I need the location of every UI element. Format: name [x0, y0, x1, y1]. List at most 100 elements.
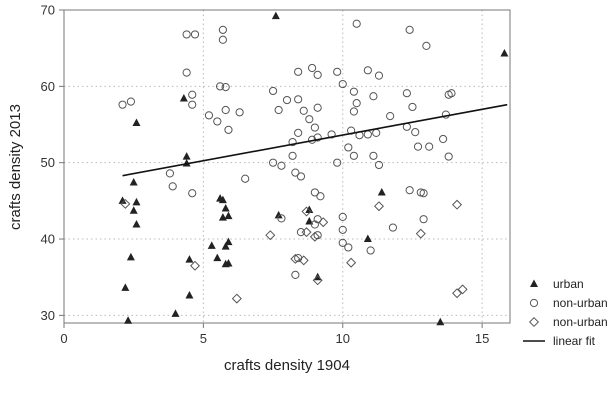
circle-point: [241, 174, 250, 183]
circle-point: [313, 133, 322, 142]
circle-point: [444, 90, 453, 99]
diamond-point: [452, 199, 463, 210]
series-diamond: [120, 198, 468, 304]
circle-point: [422, 41, 431, 50]
legend-item: urban: [530, 277, 584, 291]
circle-point: [419, 189, 428, 198]
diamond-point: [301, 227, 312, 238]
circle-point: [363, 130, 372, 139]
linear-fit-line: [122, 103, 508, 177]
triangle-point: [129, 206, 138, 214]
legend: urban non-urban non-urban linear fit: [523, 277, 608, 348]
triangle-point: [129, 178, 138, 186]
y-tick-label: 60: [41, 79, 55, 94]
x-tick-label: 5: [200, 331, 207, 346]
triangle-point: [218, 195, 227, 204]
triangle-point: [132, 118, 141, 126]
circle-point: [274, 105, 283, 115]
y-axis-title: crafts density 2013: [7, 104, 24, 230]
triangle-point: [271, 11, 280, 20]
circle-point: [188, 189, 197, 198]
circle-point: [333, 67, 342, 76]
y-tick-label: 40: [41, 232, 55, 247]
triangle-point: [377, 187, 386, 196]
circle-point: [310, 123, 319, 132]
circle-point: [204, 111, 214, 120]
triangle-point: [436, 317, 445, 326]
diamond-point: [452, 288, 463, 299]
legend-triangle-swatch: [530, 279, 538, 287]
circle-point: [221, 83, 230, 92]
circle-point: [349, 107, 358, 116]
circle-point: [126, 97, 135, 106]
circle-point: [352, 99, 361, 108]
circle-point: [411, 128, 420, 137]
legend-item: linear fit: [523, 334, 596, 348]
circle-point: [277, 214, 286, 223]
legend-label: non-urban: [553, 296, 608, 310]
circle-point: [374, 160, 384, 170]
circle-point: [369, 92, 378, 101]
plot-frame: [63, 9, 511, 324]
circle-point: [182, 68, 191, 77]
circle-point: [344, 143, 353, 152]
diamond-point: [415, 228, 426, 239]
circle-point: [288, 151, 297, 160]
legend-diamond-swatch: [528, 316, 540, 328]
diamond-point: [309, 231, 320, 242]
x-tick-label: 10: [336, 331, 350, 346]
circle-point: [388, 223, 398, 232]
circle-point: [405, 25, 414, 34]
circle-point: [190, 30, 200, 39]
legend-label: urban: [553, 277, 584, 291]
fit-line-layer: [122, 103, 508, 177]
circle-point: [352, 19, 361, 28]
circle-point: [369, 151, 378, 160]
triangle-point: [118, 196, 127, 204]
triangle-point: [224, 211, 233, 220]
triangle-point: [221, 203, 230, 212]
circle-point: [118, 100, 127, 109]
circle-point: [327, 130, 336, 139]
legend-item: non-urban: [528, 315, 608, 329]
series-circle: [118, 19, 456, 280]
circle-point: [374, 71, 384, 80]
gridlines: [64, 10, 510, 323]
data-points: [118, 11, 509, 326]
circle-point: [213, 117, 222, 126]
circle-point: [439, 134, 448, 144]
circle-point: [425, 142, 434, 151]
circle-point: [291, 270, 300, 280]
triangle-point: [132, 220, 141, 228]
circle-point: [333, 158, 342, 167]
circle-point: [291, 168, 300, 177]
circle-point: [349, 87, 358, 96]
diamond-point: [298, 255, 309, 266]
legend-label: linear fit: [553, 334, 596, 348]
x-tick-label: 15: [475, 331, 489, 346]
circle-point: [307, 63, 317, 73]
triangle-point: [121, 283, 130, 291]
circle-point: [316, 192, 325, 201]
triangle-point: [132, 197, 141, 206]
circle-point: [218, 25, 227, 34]
triangle-point: [185, 255, 194, 263]
legend-item: non-urban: [529, 296, 608, 310]
diamond-point: [312, 275, 323, 286]
triangle-point: [221, 259, 230, 268]
circle-point: [313, 70, 322, 79]
circle-point: [338, 238, 347, 247]
legend-label: non-urban: [553, 315, 608, 329]
circle-point: [338, 212, 347, 221]
triangle-point: [171, 309, 180, 317]
circle-point: [366, 246, 375, 255]
axis-ticks: 0 5 10 15 30 40 50 60 70: [41, 3, 490, 347]
circle-point: [408, 102, 417, 112]
triangle-point: [274, 210, 283, 219]
diamond-point: [120, 198, 131, 209]
triangle-point: [185, 291, 194, 299]
circle-point: [296, 172, 306, 181]
diamond-point: [457, 284, 468, 295]
